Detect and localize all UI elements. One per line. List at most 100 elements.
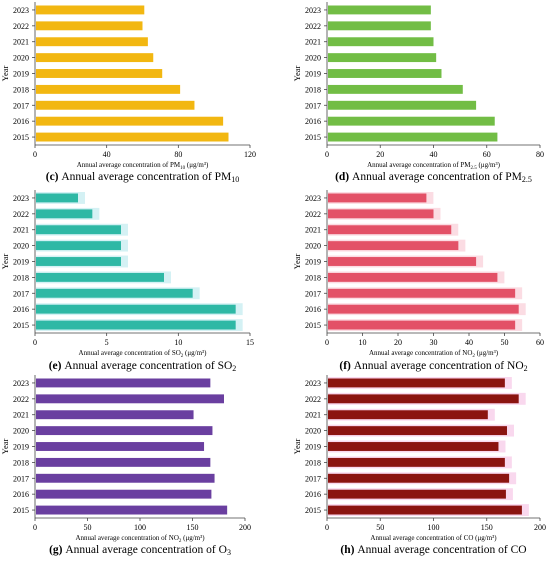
x-tick-label: 150 (187, 523, 199, 532)
y-tick-label: 2022 (13, 210, 29, 219)
y-tick-label: 2018 (305, 85, 321, 94)
x-tick-label: 30 (430, 338, 438, 347)
bar-2021 (328, 225, 452, 235)
y-tick-label: 2017 (13, 289, 29, 298)
y-tick-label: 2017 (305, 289, 321, 298)
y-tick-label: 2018 (13, 273, 29, 282)
y-tick-label: 2018 (305, 273, 321, 282)
bar-2022 (36, 21, 143, 31)
y-tick-label: 2023 (305, 379, 321, 388)
bar-2017 (36, 100, 195, 110)
y-axis-title: Year (0, 254, 10, 270)
bar-2017 (328, 100, 477, 110)
panel-caption: (g) Annual average concentration of O3 (49, 544, 231, 557)
y-tick-label: 2020 (13, 427, 29, 436)
y-tick-label: 2017 (13, 474, 29, 483)
x-tick-label: 0 (325, 150, 329, 159)
bar-2023 (328, 5, 431, 15)
x-tick-label: 150 (481, 523, 493, 532)
y-tick-label: 2020 (13, 54, 29, 63)
y-axis-title: Year (292, 66, 302, 82)
x-tick-label: 0 (33, 338, 37, 347)
y-tick-label: 2023 (13, 6, 29, 15)
x-tick-label: 0 (33, 523, 37, 532)
y-tick-label: 2016 (13, 305, 29, 314)
y-tick-label: 2023 (305, 194, 321, 203)
x-tick-label: 10 (174, 338, 182, 347)
chart-panel-f: 2015 2016 2017 2018 2019 2020 2021 2022 2023 0 10 2… (292, 190, 544, 373)
y-tick-label: 2015 (305, 321, 321, 330)
y-tick-label: 2019 (13, 258, 29, 267)
bar-2016 (36, 304, 236, 314)
y-tick-label: 2021 (305, 411, 321, 420)
x-tick-label: 0 (325, 523, 329, 532)
y-tick-label: 2021 (305, 226, 321, 235)
x-tick-label: 100 (134, 523, 146, 532)
y-tick-label: 2017 (305, 474, 321, 483)
x-tick-label: 15 (246, 338, 254, 347)
y-tick-label: 2021 (13, 38, 29, 47)
bar-2018 (328, 84, 463, 94)
x-tick-label: 0 (325, 338, 329, 347)
chart-panel-d: 2015 2016 2017 2018 2019 2020 2021 2022 2023 0 20 4… (292, 2, 544, 184)
x-tick-label: 100 (428, 523, 440, 532)
bar-2021 (328, 37, 434, 47)
x-tick-label: 80 (536, 150, 544, 159)
x-axis-title: Annual average concentration of SO2 (μg/… (79, 349, 208, 359)
bar-2016 (328, 116, 495, 126)
y-tick-label: 2018 (305, 458, 321, 467)
y-tick-label: 2019 (13, 70, 29, 79)
x-tick-label: 50 (501, 338, 509, 347)
y-tick-label: 2022 (305, 22, 321, 31)
y-tick-label: 2016 (13, 490, 29, 499)
bar-2022 (36, 394, 224, 404)
bar-2023 (328, 193, 427, 203)
x-tick-label: 20 (394, 338, 402, 347)
bar-2018 (328, 272, 498, 282)
bar-2016 (36, 116, 224, 126)
bar-2018 (36, 84, 181, 94)
y-tick-label: 2019 (305, 258, 321, 267)
x-axis-title: Annual average concentration of NO2 (μg/… (75, 534, 205, 544)
y-tick-label: 2022 (13, 22, 29, 31)
chart-panel-g: 2015 2016 2017 2018 2019 2020 2021 2022 2023 0 50 1… (0, 375, 251, 557)
bar-2019 (328, 442, 499, 451)
x-tick-label: 10 (359, 338, 367, 347)
bar-2020 (328, 241, 459, 251)
y-tick-label: 2015 (305, 506, 321, 515)
panel-caption: (c) Annual average concentration of PM10 (46, 171, 240, 184)
x-tick-label: 200 (239, 523, 251, 532)
bar-2023 (36, 5, 145, 15)
y-tick-label: 2022 (305, 395, 321, 404)
y-tick-label: 2019 (305, 443, 321, 452)
x-tick-label: 60 (483, 150, 491, 159)
y-tick-label: 2016 (305, 305, 321, 314)
y-tick-label: 2020 (305, 242, 321, 251)
y-tick-label: 2016 (305, 117, 321, 126)
y-tick-label: 2015 (13, 506, 29, 515)
x-tick-label: 40 (103, 150, 111, 159)
y-axis-title: Year (0, 66, 10, 82)
x-tick-label: 0 (33, 150, 37, 159)
x-tick-label: 200 (534, 523, 546, 532)
bar-2015 (36, 505, 228, 515)
bar-2015 (36, 132, 229, 142)
bar-2020 (328, 426, 507, 436)
x-axis-title: Annual average concentration of PM10 (μg… (77, 161, 209, 171)
x-tick-label: 50 (84, 523, 92, 532)
bar-2022 (36, 209, 93, 219)
bar-2015 (328, 320, 516, 330)
bar-2017 (328, 288, 516, 298)
x-tick-label: 80 (174, 150, 182, 159)
y-tick-label: 2022 (305, 210, 321, 219)
bar-2017 (36, 473, 215, 483)
bar-2021 (36, 410, 194, 420)
y-tick-label: 2015 (305, 133, 321, 142)
x-axis-title: Annual average concentration of NO2 (μg/… (369, 349, 499, 359)
bar-2022 (328, 394, 519, 404)
y-tick-label: 2015 (13, 133, 29, 142)
y-axis-title: Year (292, 439, 302, 455)
bar-2018 (36, 272, 164, 282)
bar-2015 (328, 505, 522, 515)
